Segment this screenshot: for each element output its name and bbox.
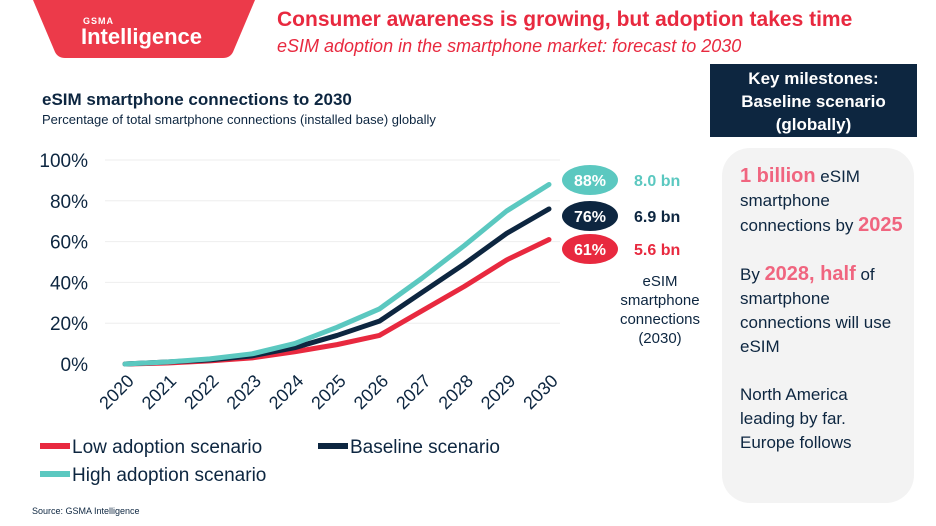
- heading-line: (globally): [775, 115, 852, 134]
- logo-gsma: GSMA: [83, 16, 114, 26]
- end-value-label: 6.9 bn: [634, 209, 680, 226]
- end-note-line: eSIM: [642, 273, 678, 290]
- highlight: 2028, half: [764, 263, 856, 285]
- x-tick-label: 2025: [307, 371, 349, 413]
- logo-intelligence: Intelligence: [81, 24, 203, 49]
- y-tick-label: 100%: [39, 151, 88, 172]
- source-note: Source: GSMA Intelligence: [32, 506, 140, 516]
- highlight: 2025: [858, 214, 903, 236]
- highlight: 1 billion: [740, 165, 816, 187]
- x-tick-label: 2026: [350, 371, 392, 413]
- end-pct-label: 61%: [574, 242, 606, 259]
- end-pct-label: 76%: [574, 209, 606, 226]
- heading-line: Key milestones:: [748, 69, 879, 88]
- x-tick-label: 2021: [138, 371, 180, 413]
- gsma-intelligence-logo: GSMA Intelligence: [33, 0, 255, 58]
- end-pill: [562, 201, 618, 231]
- legend-label: High adoption scenario: [72, 465, 266, 486]
- chart-subtitle: Percentage of total smartphone connectio…: [42, 112, 436, 127]
- x-tick-label: 2028: [435, 371, 477, 413]
- series-line-1: [122, 206, 552, 367]
- y-tick-label: 60%: [50, 233, 88, 254]
- milestones-heading: Key milestones: Baseline scenario (globa…: [710, 64, 917, 137]
- end-pct-label: 88%: [574, 173, 606, 190]
- y-tick-label: 20%: [50, 314, 88, 335]
- end-note-line: smartphone: [620, 292, 700, 309]
- page-title: Consumer awareness is growing, but adopt…: [277, 8, 853, 31]
- milestone-2: By 2028, half of smartphone connections …: [740, 262, 914, 359]
- series-line-0: [122, 237, 552, 367]
- x-tick-label: 2020: [95, 371, 137, 413]
- milestones-card: 1 billion eSIM smartphone connections by…: [722, 148, 914, 503]
- x-tick-label: 2022: [180, 371, 222, 413]
- x-tick-label: 2024: [265, 371, 307, 413]
- heading-line: Baseline scenario: [741, 92, 886, 111]
- text: By: [740, 265, 765, 284]
- y-tick-label: 40%: [50, 273, 88, 294]
- text: of smartphone connections will use eSIM: [740, 265, 892, 356]
- legend-label: Low adoption scenario: [72, 437, 262, 458]
- milestone-1: 1 billion eSIM smartphone connections by…: [740, 164, 914, 238]
- milestone-3: North America leading by far. Europe fol…: [740, 385, 852, 452]
- end-pill: [562, 234, 618, 264]
- end-note: eSIM smartphone connections (2030): [600, 272, 720, 348]
- x-tick-label: 2023: [223, 371, 265, 413]
- y-tick-label: 0%: [61, 355, 89, 376]
- page-subtitle: eSIM adoption in the smartphone market: …: [277, 36, 742, 56]
- x-tick-label: 2027: [392, 371, 434, 413]
- end-note-line: (2030): [638, 330, 682, 347]
- legend-label: Baseline scenario: [350, 437, 500, 458]
- end-value-label: 5.6 bn: [634, 242, 680, 259]
- text: eSIM smartphone connections by: [740, 167, 860, 235]
- end-pill: [562, 165, 618, 195]
- end-value-label: 8.0 bn: [634, 173, 680, 190]
- line-chart: 0%20%40%60%80%100%2020 2021 2022 2023 2024 20…: [39, 151, 680, 486]
- y-tick-label: 80%: [50, 192, 88, 213]
- x-tick-label: 2030: [519, 371, 561, 413]
- end-note-line: connections: [619, 311, 701, 328]
- chart-title: eSIM smartphone connections to 2030: [42, 90, 352, 109]
- x-tick-label: 2029: [477, 371, 519, 413]
